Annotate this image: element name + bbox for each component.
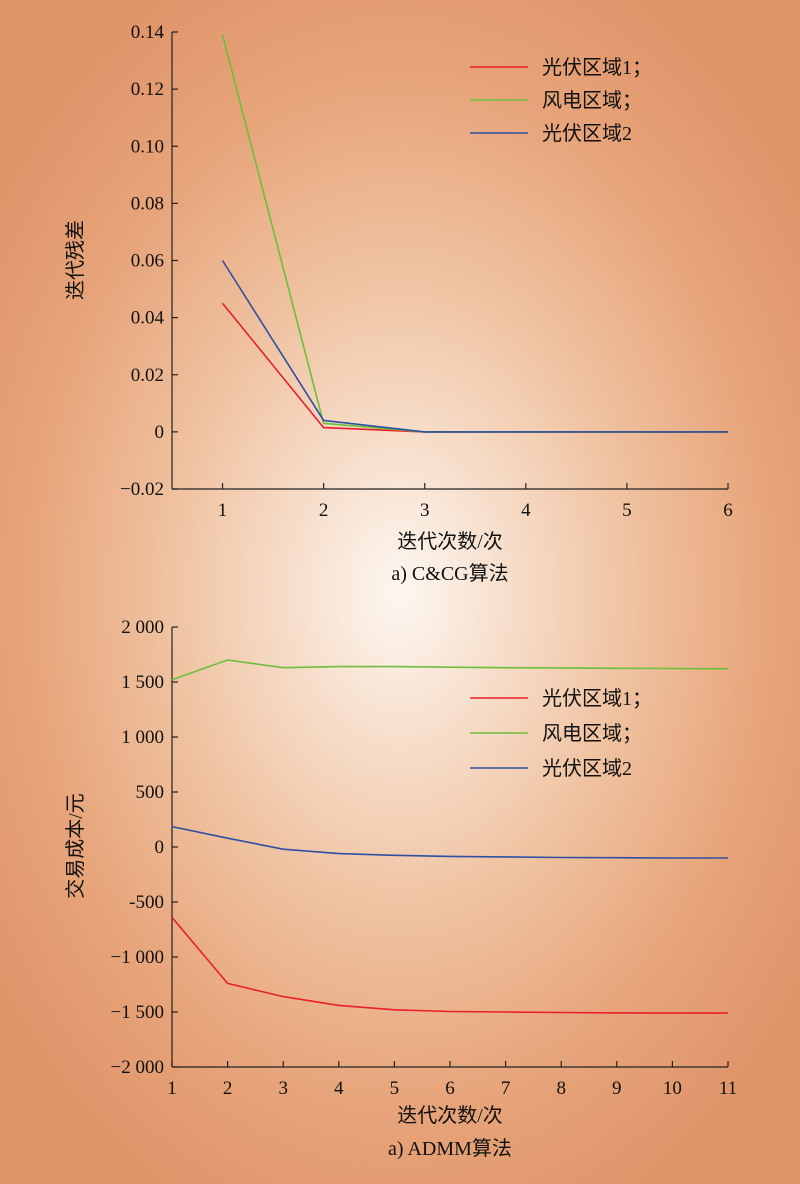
legend-label-2: 风电区域； (542, 89, 642, 112)
x-tick-label: 7 (501, 1078, 511, 1099)
y-tick-label: -500 (129, 892, 164, 913)
chart-caption: a) C&CG算法 (391, 562, 508, 585)
y-tick-label: −1 500 (111, 1002, 164, 1023)
y-tick-label: −0.02 (120, 479, 164, 500)
y-tick-label: 2 000 (121, 617, 164, 638)
chart-admm-cost: −2 000 −1 500 −1 000 -500 0 500 1 000 1 500 2 00… (64, 617, 737, 1160)
x-tick-label: 1 (218, 500, 228, 521)
y-tick-label: 0.08 (131, 193, 164, 214)
x-tick-label: 9 (612, 1078, 622, 1099)
legend-label-3: 光伏区域2 (542, 122, 632, 145)
y-tick-label: 1 500 (121, 672, 164, 693)
x-tick-label: 4 (521, 500, 531, 521)
y-axis-label: 交易成本/元 (64, 793, 87, 899)
y-tick-label: 500 (136, 782, 165, 803)
chart-caption: a) ADMM算法 (388, 1137, 512, 1160)
chart-cg-residual: −0.02 0 0.02 0.04 0.06 0.08 0.10 0.12 0.14 1 2 3 4 5 6… (64, 22, 733, 585)
legend-label-1: 光伏区域1； (542, 56, 652, 79)
x-tick-label: 4 (334, 1078, 344, 1099)
x-tick-label: 3 (420, 500, 430, 521)
series-line-2 (221, 34, 728, 433)
series-line-3 (221, 260, 728, 433)
x-tick-label: 10 (663, 1078, 682, 1099)
x-tick-label: 2 (319, 500, 329, 521)
x-tick-label: 2 (223, 1078, 233, 1099)
x-tick-label: 5 (622, 500, 632, 521)
y-tick-label: 1 000 (121, 727, 164, 748)
y-tick-label: 0.12 (131, 79, 164, 100)
x-tick-label: 5 (390, 1078, 400, 1099)
x-tick-label: 6 (723, 500, 733, 521)
series-line-3 (171, 825, 728, 859)
x-tick-label: 11 (719, 1078, 737, 1099)
legend-label-3: 光伏区域2 (542, 757, 632, 780)
y-tick-label: 0.06 (131, 251, 164, 272)
x-tick-label: 1 (167, 1078, 177, 1099)
y-tick-label: 0.04 (131, 308, 165, 329)
y-tick-label: 0.10 (131, 136, 164, 157)
y-axis-label: 迭代残差 (64, 220, 87, 300)
y-tick-label: 0 (155, 837, 165, 858)
y-tick-label: 0.14 (131, 22, 165, 43)
legend-label-1: 光伏区域1； (542, 687, 652, 710)
legend-label-2: 风电区域； (542, 722, 642, 745)
y-tick-label: 0.02 (131, 365, 164, 386)
y-tick-label: 0 (155, 422, 165, 443)
series-line-2 (171, 659, 729, 681)
series-line-1 (221, 302, 728, 433)
x-axis-label: 迭代次数/次 (397, 530, 503, 553)
x-tick-label: 3 (278, 1078, 288, 1099)
y-tick-label: −1 000 (111, 947, 164, 968)
x-axis-label: 迭代次数/次 (397, 1104, 503, 1127)
y-tick-label: −2 000 (111, 1057, 164, 1078)
x-tick-label: 8 (556, 1078, 566, 1099)
x-tick-label: 6 (445, 1078, 455, 1099)
series-line-1 (171, 916, 728, 1014)
